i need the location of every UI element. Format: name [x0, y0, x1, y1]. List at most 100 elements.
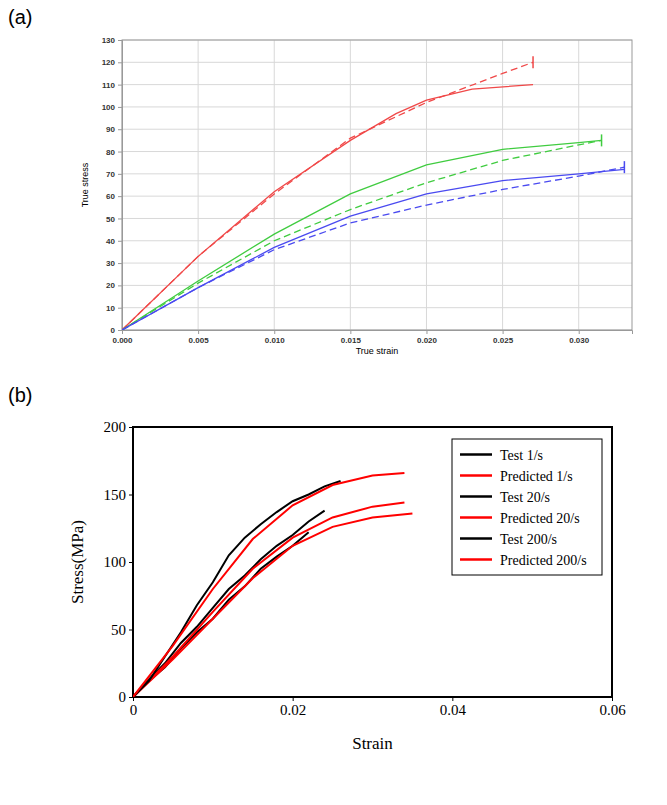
tick-label: 0.010 — [265, 336, 286, 345]
legend-swatch — [460, 495, 492, 498]
tick: 20 — [106, 281, 122, 290]
series-line — [122, 167, 624, 330]
tick: 110 — [102, 81, 122, 90]
tick-mark — [118, 285, 122, 286]
tick: 100 — [104, 554, 134, 570]
tick-label: 0 — [119, 689, 127, 705]
tick-label: 40 — [106, 237, 115, 246]
grid-line — [426, 40, 427, 330]
series-line — [133, 503, 404, 697]
legend: Test 1/sPredicted 1/sTest 20/sPredicted … — [452, 439, 602, 575]
tick-label: 60 — [106, 192, 115, 201]
tick: 50 — [106, 215, 122, 224]
tick: 150 — [104, 487, 134, 503]
end-marker — [532, 56, 534, 68]
axis: 0.000 0.005 0.010 0.015 0.020 0.025 0.030 — [112, 330, 632, 345]
tick: 0.020 — [417, 330, 438, 345]
tick: 0.030 — [569, 330, 590, 345]
tick: 90 — [106, 125, 122, 134]
grid-line — [122, 129, 632, 130]
tick-label: 100 — [102, 103, 116, 112]
tick-label: 0.005 — [189, 336, 210, 345]
x-axis-label: Strain — [352, 734, 393, 753]
tick-label: 0.02 — [280, 702, 306, 718]
tick: 50 — [111, 622, 133, 638]
series-line — [133, 481, 341, 697]
tick-label: 0.030 — [569, 336, 590, 345]
grid-line — [122, 218, 632, 219]
tick-label: 10 — [106, 304, 115, 313]
grid-line — [122, 285, 632, 286]
tick-label: 0 — [111, 326, 116, 335]
tick-mark — [426, 330, 427, 334]
tick: 0.015 — [341, 330, 362, 345]
axis: 0 10 20 30 40 50 60 70 80 90 100 110 120 130 — [102, 36, 123, 335]
tick: 130 — [102, 36, 122, 45]
tick-mark — [118, 263, 122, 264]
tick: 0 — [130, 697, 138, 718]
legend-label: Predicted 200/s — [500, 553, 587, 568]
tick-mark — [579, 330, 580, 334]
y-axis-label: Stress(MPa) — [68, 520, 87, 604]
tick-mark — [274, 330, 275, 334]
panel-label: (b) — [8, 384, 32, 406]
legend-label: Test 20/s — [500, 490, 550, 505]
grid-line — [122, 196, 632, 197]
tick-mark — [350, 330, 351, 334]
plot-area — [122, 56, 624, 330]
legend-swatch — [460, 537, 492, 540]
grid-line — [122, 307, 632, 308]
tick-mark — [198, 330, 199, 334]
tick: 0 — [111, 326, 122, 335]
tick-mark — [118, 174, 122, 175]
tick: 40 — [106, 237, 122, 246]
tick: 70 — [106, 170, 122, 179]
tick-mark — [118, 85, 122, 86]
tick-mark — [118, 241, 122, 242]
series-line — [133, 513, 412, 697]
tick-mark — [118, 196, 122, 197]
tick: 120 — [102, 58, 122, 67]
legend-box — [452, 439, 602, 575]
tick: 0.02 — [280, 697, 306, 718]
tick-label: 50 — [106, 215, 115, 224]
plot-frame — [122, 40, 632, 330]
grid-line — [198, 40, 199, 330]
tick-label: 50 — [111, 622, 126, 638]
tick: 80 — [106, 148, 122, 157]
grid-line — [274, 40, 275, 330]
tick: 0.025 — [493, 330, 514, 345]
end-marker — [601, 134, 603, 146]
tick-label: 130 — [102, 36, 116, 45]
tick-label: 70 — [106, 170, 115, 179]
tick: 0.04 — [440, 697, 467, 718]
tick: 0.06 — [599, 697, 626, 718]
tick-label: 30 — [106, 259, 115, 268]
end-marker — [624, 161, 626, 173]
grid-line — [350, 40, 351, 330]
tick: 0.005 — [189, 330, 210, 345]
tick-label: 100 — [104, 554, 127, 570]
tick-mark — [118, 62, 122, 63]
legend-label: Test 1/s — [500, 448, 543, 463]
grid-line — [122, 240, 632, 241]
tick: 0.000 — [112, 330, 133, 345]
plot-area — [133, 473, 412, 697]
chart: 0 0.02 0.04 0.06 0 50 100 150 200 (b) Strain Stress… — [8, 384, 626, 753]
tick-mark — [503, 330, 504, 334]
plot-frame — [133, 427, 612, 697]
grid-line — [122, 151, 632, 152]
tick-label: 0.020 — [417, 336, 438, 345]
series-line — [133, 473, 404, 697]
tick: 60 — [106, 192, 122, 201]
tick: 100 — [102, 103, 122, 112]
axis-line — [123, 331, 633, 335]
series-line — [122, 85, 533, 330]
grid-line — [122, 106, 632, 107]
tick-mark — [118, 40, 122, 41]
grid-line — [578, 40, 579, 330]
x-axis-label: True strain — [356, 346, 399, 356]
legend-swatch — [460, 453, 492, 456]
tick: 200 — [104, 419, 134, 435]
tick-mark — [118, 218, 122, 219]
